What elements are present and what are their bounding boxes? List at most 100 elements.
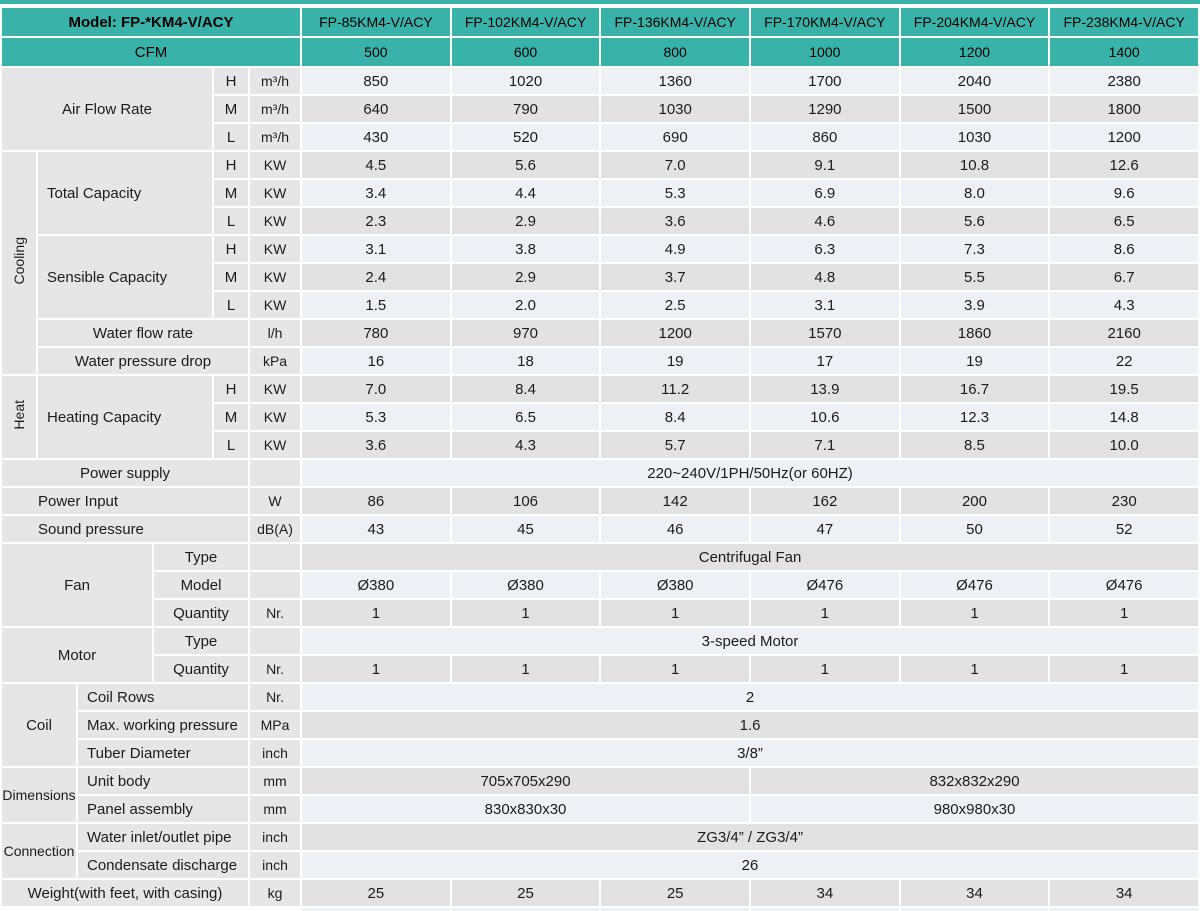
data-cell: 19	[900, 348, 1049, 374]
speed-label: H	[214, 68, 248, 94]
power-supply-row: Power supply 220~240V/1PH/50Hz(or 60HZ)	[2, 460, 1198, 486]
data-cell: 860	[751, 124, 899, 150]
data-cell: 12.6	[1050, 152, 1198, 178]
data-cell: 2.3	[302, 208, 450, 234]
cfm-label: CFM	[2, 38, 301, 66]
data-cell: 2.9	[451, 208, 600, 234]
motor-section-label: Motor	[2, 628, 152, 682]
data-cell: 850	[302, 68, 450, 94]
data-cell: 1030	[900, 124, 1049, 150]
data-cell: 1570	[751, 320, 899, 346]
power-input-row: Power Input W 86 106 142 162 200 230	[2, 488, 1198, 514]
model-header-row: Model: FP-*KM4-V/ACY FP-85KM4-V/ACY FP-1…	[2, 8, 1198, 36]
model-title: Model: FP-*KM4-V/ACY	[2, 8, 301, 36]
unit-body-row: Dimensions Unit body mm 705x705x290 832x…	[2, 768, 1198, 822]
motor-type-row: Motor Type 3-speed Motor	[2, 628, 1198, 682]
cfm-value: 1200	[900, 38, 1049, 66]
sensible-capacity-label: Sensible Capacity	[38, 236, 212, 318]
water-pipe-label: Water inlet/outlet pipe	[78, 824, 248, 850]
data-cell: 25	[451, 880, 600, 906]
cfm-value: 800	[601, 38, 749, 66]
speed-label: H	[214, 236, 248, 262]
tuber-diameter-label: Tuber Diameter	[78, 740, 248, 766]
data-cell: 46	[601, 516, 749, 542]
data-cell: Ø476	[1050, 572, 1198, 598]
data-cell: 1030	[601, 96, 749, 122]
speed-label: H	[214, 152, 248, 178]
data-cell: 8.6	[1050, 236, 1198, 262]
data-cell: 7.0	[601, 152, 749, 178]
unit-label: m³/h	[250, 96, 301, 122]
data-cell: Ø380	[451, 572, 600, 598]
weight-label: Weight(with feet, with casing)	[2, 880, 248, 906]
data-cell: 34	[1050, 880, 1198, 906]
speed-label: L	[214, 432, 248, 458]
data-cell: 5.6	[900, 208, 1049, 234]
unit-empty	[250, 544, 301, 570]
data-cell: 10.8	[900, 152, 1049, 178]
data-cell: 142	[601, 488, 749, 514]
data-cell: 2.9	[451, 264, 600, 290]
heating-capacity-label: Heating Capacity	[38, 376, 212, 458]
connection-section-label: Connection	[2, 824, 76, 878]
col-header-model-3: FP-136KM4-V/ACY	[601, 8, 749, 36]
data-cell: 18	[451, 348, 600, 374]
condensate-row: Condensate discharge inch 26	[2, 852, 1198, 878]
data-cell: 19	[601, 348, 749, 374]
data-cell: Ø380	[302, 572, 450, 598]
data-cell: 5.3	[302, 404, 450, 430]
data-cell: 16	[302, 348, 450, 374]
fan-model-row: Model Ø380 Ø380 Ø380 Ø476 Ø476 Ø476	[2, 572, 1198, 598]
unit-empty	[250, 460, 301, 486]
total-capacity-h-row: Cooling Total Capacity H KW 4.5 5.6 7.0 …	[2, 152, 1198, 374]
data-cell: 34	[900, 880, 1049, 906]
data-cell: 1	[302, 600, 450, 626]
air-flow-h-row: Air Flow Rate H m³/h 850 1020 1360 1700 …	[2, 68, 1198, 150]
data-cell: 1360	[601, 68, 749, 94]
data-cell: 8.0	[900, 180, 1049, 206]
coil-rows-value: 2	[302, 684, 1198, 710]
data-cell: 1	[1050, 656, 1198, 682]
data-cell: 6.9	[751, 180, 899, 206]
data-cell: 690	[601, 124, 749, 150]
data-cell: 2.4	[302, 264, 450, 290]
data-cell: 430	[302, 124, 450, 150]
data-cell: 2380	[1050, 68, 1198, 94]
bottom-strip	[900, 908, 1049, 911]
cfm-row: CFM 500 600 800 1000 1200 1400	[2, 38, 1198, 66]
data-cell: 2040	[900, 68, 1049, 94]
data-cell: 43	[302, 516, 450, 542]
speed-label: L	[214, 124, 248, 150]
data-cell: 3.9	[900, 292, 1049, 318]
data-cell: 11.2	[601, 376, 749, 402]
water-pipe-value: ZG3/4” / ZG3/4”	[302, 824, 1198, 850]
data-cell: 2160	[1050, 320, 1198, 346]
data-cell: 1700	[751, 68, 899, 94]
water-pipe-row: Connection Water inlet/outlet pipe inch …	[2, 824, 1198, 878]
fan-type-row: Fan Type Centrifugal Fan	[2, 544, 1198, 626]
water-flow-label: Water flow rate	[38, 320, 248, 346]
unit-label: inch	[250, 740, 301, 766]
fan-type-label: Type	[154, 544, 248, 570]
water-pressure-row: Water pressure drop kPa 16 18 19 17 19 2…	[2, 348, 1198, 374]
data-cell: 25	[601, 880, 749, 906]
water-pressure-label: Water pressure drop	[38, 348, 248, 374]
unit-body-value-large: 832x832x290	[751, 768, 1198, 794]
col-header-model-1: FP-85KM4-V/ACY	[302, 8, 450, 36]
data-cell: 4.3	[1050, 292, 1198, 318]
power-supply-label: Power supply	[2, 460, 248, 486]
data-cell: 6.5	[451, 404, 600, 430]
sensible-capacity-l-row: L KW 1.5 2.0 2.5 3.1 3.9 4.3	[2, 292, 1198, 318]
data-cell: 17	[751, 348, 899, 374]
data-cell: 780	[302, 320, 450, 346]
unit-label: KW	[250, 376, 301, 402]
data-cell: 4.3	[451, 432, 600, 458]
unit-label: m³/h	[250, 124, 301, 150]
heating-h-row: Heat Heating Capacity H KW 7.0 8.4 11.2 …	[2, 376, 1198, 458]
data-cell: 1020	[451, 68, 600, 94]
data-cell: 5.3	[601, 180, 749, 206]
unit-empty	[250, 572, 301, 598]
data-cell: 162	[751, 488, 899, 514]
cfm-value: 500	[302, 38, 450, 66]
